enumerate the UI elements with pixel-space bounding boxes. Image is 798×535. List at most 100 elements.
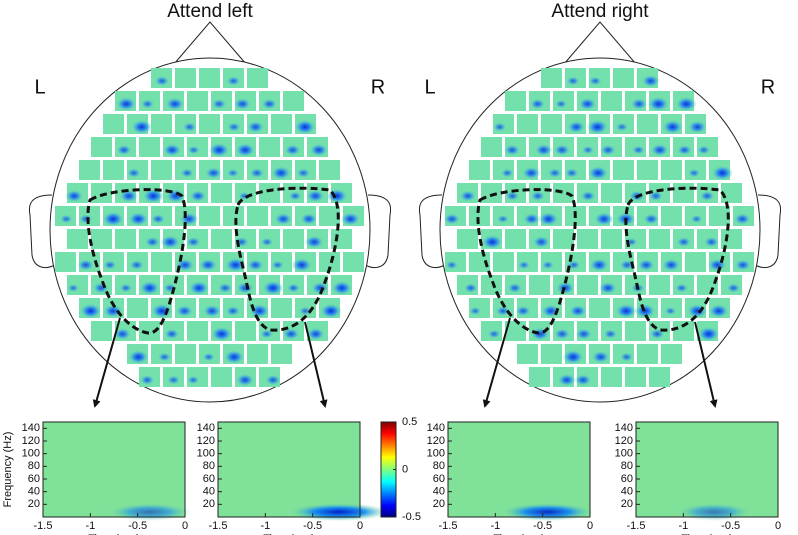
sensor-activity bbox=[309, 143, 329, 157]
y-tick-label: 120 bbox=[427, 435, 445, 447]
sensor-tile bbox=[553, 183, 574, 203]
y-tick-label: 140 bbox=[22, 422, 40, 434]
sensor-tile bbox=[577, 275, 598, 295]
sensor-tile bbox=[481, 137, 502, 157]
sensor-tile bbox=[151, 114, 172, 134]
sensor-tile bbox=[139, 321, 160, 341]
sensor-activity bbox=[547, 167, 562, 179]
sensor-activity bbox=[210, 326, 233, 342]
y-tick-label: 40 bbox=[433, 486, 445, 498]
sensor-activity bbox=[557, 373, 577, 387]
sensor-tile bbox=[151, 160, 172, 180]
sensor-activity bbox=[160, 235, 181, 249]
sensor-tile bbox=[127, 298, 148, 318]
sensor-activity bbox=[631, 145, 646, 155]
sensor-tile bbox=[319, 160, 340, 180]
sensor-activity bbox=[496, 214, 510, 224]
x-axis-label: Time (sec) bbox=[493, 533, 545, 535]
sensor-activity bbox=[554, 99, 568, 109]
colorbar: 0.5 0 -0.5 bbox=[380, 416, 421, 523]
sensor-activity bbox=[187, 145, 201, 155]
y-tick-label: 120 bbox=[615, 435, 633, 447]
sensor-activity bbox=[589, 258, 609, 272]
sensor-activity bbox=[236, 281, 254, 295]
sensor-activity bbox=[574, 373, 592, 387]
sensor-activity bbox=[676, 236, 692, 248]
right-ear bbox=[364, 194, 392, 268]
sensor-activity bbox=[154, 75, 170, 87]
sensor-activity bbox=[586, 119, 609, 135]
sensor-tile bbox=[673, 321, 694, 341]
sensor-tile bbox=[589, 298, 610, 318]
sensor-activity bbox=[445, 260, 459, 270]
sensor-tile bbox=[469, 206, 490, 226]
sensor-tile bbox=[517, 114, 538, 134]
sensor-activity bbox=[226, 76, 241, 86]
left-ear bbox=[28, 194, 56, 268]
sensor-tile bbox=[601, 183, 622, 203]
sensor-activity bbox=[211, 98, 227, 110]
y-tick-label: 80 bbox=[28, 460, 40, 472]
sensor-activity bbox=[648, 190, 664, 202]
sensor-tile bbox=[637, 160, 658, 180]
sensor-activity bbox=[116, 96, 137, 112]
sensor-activity bbox=[286, 283, 301, 293]
left-label: L bbox=[424, 76, 435, 98]
sensor-activity bbox=[495, 305, 511, 317]
sensor-activity bbox=[306, 189, 325, 203]
sensor-activity bbox=[697, 326, 720, 342]
sensor-activity bbox=[591, 350, 610, 364]
sensor-activity bbox=[504, 144, 521, 156]
tf-background bbox=[448, 422, 590, 517]
sensor-tile bbox=[553, 229, 574, 249]
sensor-activity bbox=[532, 235, 551, 249]
roi-outline-right bbox=[624, 186, 730, 332]
sensor-tile bbox=[685, 252, 706, 272]
sensor-tile bbox=[199, 68, 220, 88]
sensor-activity bbox=[619, 352, 634, 362]
sensor-tile bbox=[529, 367, 550, 387]
y-tick-label: 60 bbox=[433, 473, 445, 485]
sensor-tile bbox=[601, 367, 622, 387]
sensor-activity bbox=[180, 168, 195, 178]
sensor-activity bbox=[581, 145, 595, 155]
x-tick-label: 0 bbox=[775, 520, 781, 532]
sensor-tile bbox=[343, 252, 364, 272]
sensor-activity bbox=[78, 214, 93, 224]
tf-activity bbox=[675, 503, 753, 521]
sensor-tile bbox=[247, 68, 268, 88]
sensor-activity bbox=[162, 143, 182, 157]
sensor-activity bbox=[260, 237, 274, 247]
sensor-activity bbox=[119, 283, 133, 293]
sensor-activity bbox=[615, 303, 637, 319]
sensor-activity bbox=[79, 303, 102, 319]
sensor-activity bbox=[643, 213, 660, 225]
sensor-activity bbox=[500, 168, 514, 178]
sensor-tile bbox=[637, 344, 658, 364]
y-tick-label: 140 bbox=[615, 422, 633, 434]
sensor-tile bbox=[235, 321, 256, 341]
sensor-activity bbox=[217, 282, 233, 294]
sensor-tile bbox=[175, 68, 196, 88]
tf-frame bbox=[217, 421, 361, 518]
sensor-activity bbox=[205, 167, 223, 179]
y-tick-label: 100 bbox=[22, 448, 40, 460]
sensor-activity bbox=[687, 120, 707, 134]
sensor-tile bbox=[529, 275, 550, 295]
x-tick-label: -1.5 bbox=[209, 520, 228, 532]
sensor-activity bbox=[507, 282, 523, 294]
sensor-activity bbox=[202, 352, 216, 362]
sensor-tile bbox=[91, 183, 112, 203]
y-tick-label: 20 bbox=[621, 498, 633, 510]
sensor-tile bbox=[541, 344, 562, 364]
sensor-activity bbox=[157, 352, 172, 362]
sensor-activity bbox=[538, 211, 559, 227]
nose bbox=[563, 21, 637, 65]
y-tick-label: 80 bbox=[203, 460, 215, 472]
sensor-activity bbox=[340, 212, 361, 226]
sensor-activity bbox=[641, 74, 660, 88]
y-tick-label: 140 bbox=[427, 422, 445, 434]
x-tick-label: -1 bbox=[85, 520, 95, 532]
